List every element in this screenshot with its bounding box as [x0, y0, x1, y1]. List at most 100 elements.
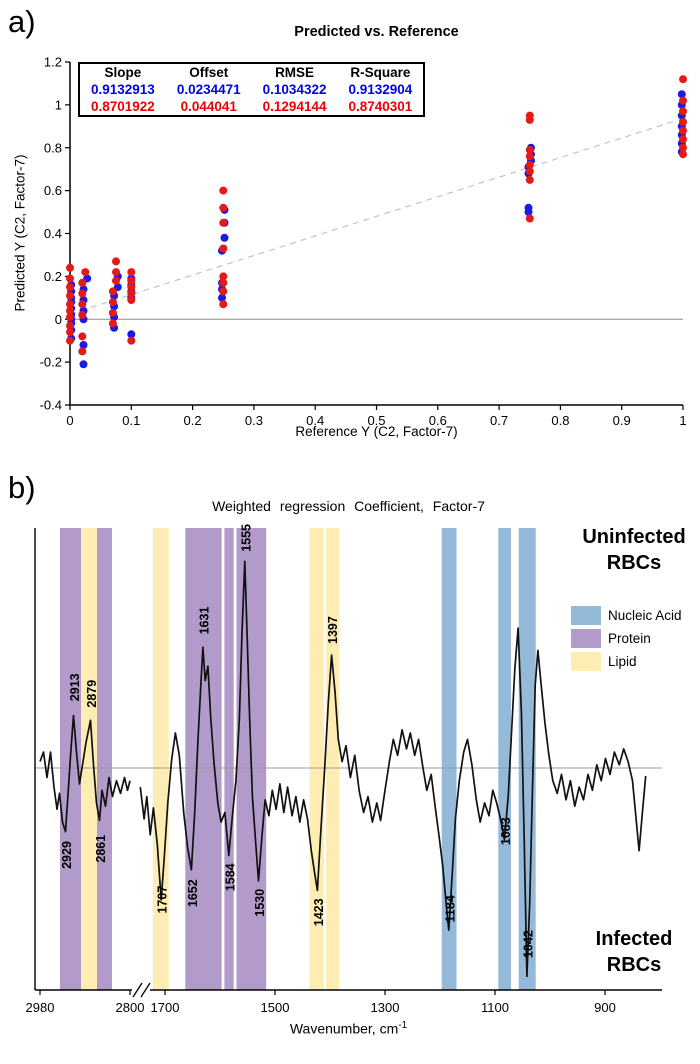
svg-text:1500: 1500: [261, 1000, 290, 1015]
svg-text:0.4: 0.4: [306, 413, 324, 428]
peak-label-1184: 1184: [443, 895, 457, 922]
uninfected-line1: Uninfected: [582, 526, 686, 548]
peak-labels: 2913 2879 2929 2861 1707 1652 1631 1584 1555 1530…: [60, 524, 535, 958]
scatter-axes: 0 0.1 0.2 0.3 0.4 0.5 0.6 0.7 0.8 0.9 1 -0.4 -0.2 0 0.…: [40, 55, 687, 429]
band-nucleic: [498, 528, 511, 990]
svg-text:1700: 1700: [151, 1000, 180, 1015]
svg-text:1: 1: [55, 97, 62, 112]
svg-text:1100: 1100: [481, 1000, 509, 1015]
peak-label-2929: 2929: [60, 841, 74, 869]
spectrum-x-axis-label: Wavenumber, cm-1: [289, 1020, 408, 1037]
band-protein: [97, 528, 112, 990]
svg-text:1: 1: [679, 413, 686, 428]
svg-text:0.6: 0.6: [44, 183, 62, 198]
svg-text:0.3: 0.3: [245, 413, 263, 428]
peak-label-2913: 2913: [68, 673, 82, 701]
legend-swatch: [571, 606, 601, 625]
panel-b-spectrum: 2980 2800 1700 1500 1300 1100 900 2913 2879 2929 2…: [0, 460, 700, 1064]
xlabel-superscript: -1: [398, 1020, 408, 1031]
stats-header: Offset: [189, 65, 229, 80]
peak-label-2879: 2879: [85, 680, 99, 708]
stats-value: 0.9132913: [91, 82, 155, 97]
peak-label-1083: 1083: [499, 817, 513, 845]
band-protein: [185, 528, 222, 990]
fit-line: [69, 117, 684, 315]
svg-text:2800: 2800: [116, 1000, 145, 1015]
svg-text:0.2: 0.2: [44, 269, 62, 284]
svg-text:0.2: 0.2: [184, 413, 202, 428]
axis-break-mark: [140, 982, 151, 998]
stats-header: Slope: [104, 65, 142, 80]
svg-text:900: 900: [594, 1000, 616, 1015]
svg-text:0.9: 0.9: [613, 413, 631, 428]
legend-item-protein: Protein: [571, 629, 682, 648]
stats-value: 0.8740301: [348, 99, 413, 114]
band-nucleic: [518, 528, 536, 990]
svg-text:0.8: 0.8: [44, 140, 62, 155]
svg-text:0.8: 0.8: [551, 413, 569, 428]
legend-item-lipid: Lipid: [571, 652, 682, 671]
svg-text:1300: 1300: [371, 1000, 400, 1015]
svg-text:0.4: 0.4: [44, 226, 62, 241]
peak-label-1652: 1652: [186, 879, 200, 907]
svg-text:0.6: 0.6: [429, 413, 447, 428]
spectrum-axes: 2980 2800 1700 1500 1300 1100 900: [26, 528, 662, 1015]
scatter-series-blue: [67, 90, 686, 369]
band-lipid: [81, 528, 97, 990]
stats-row-blue: 0.9132913 0.0234471 0.1034322 0.9132904: [79, 81, 424, 98]
spectrum-curve: [39, 560, 647, 978]
stats-header: RMSE: [275, 65, 315, 80]
legend-swatch: [571, 629, 601, 648]
legend-label: Protein: [608, 631, 651, 646]
peak-label-1631: 1631: [197, 607, 211, 635]
stats-value: 0.0234471: [176, 82, 241, 97]
scatter-series-red: [66, 75, 687, 356]
infected-rbcs-label: Infected RBCs: [572, 926, 696, 978]
stats-value: 0.9132904: [348, 82, 413, 97]
infected-line1: Infected: [595, 928, 673, 950]
peak-label-1584: 1584: [223, 863, 237, 891]
panel-b-label: b): [8, 470, 36, 505]
svg-text:0.1: 0.1: [122, 413, 140, 428]
stats-value: 0.1034322: [262, 82, 327, 97]
stats-row-red: 0.8701922 0.044041 0.1294144 0.8740301: [79, 98, 424, 116]
uninfected-line2: RBCs: [606, 552, 662, 574]
band-lipid: [326, 528, 340, 990]
svg-text:-0.2: -0.2: [40, 355, 62, 370]
band-lipid: [152, 528, 169, 990]
peak-label-2861: 2861: [94, 835, 108, 863]
svg-text:0.5: 0.5: [367, 413, 385, 428]
peak-label-1555: 1555: [239, 524, 253, 552]
svg-text:-0.4: -0.4: [40, 398, 62, 413]
band-lipid: [309, 528, 324, 990]
svg-text:1.2: 1.2: [44, 55, 62, 70]
peak-label-1423: 1423: [312, 898, 326, 926]
peak-label-1042: 1042: [521, 930, 535, 958]
infected-line2: RBCs: [606, 954, 662, 976]
peak-label-1397: 1397: [326, 616, 340, 644]
stats-value: 0.044041: [180, 99, 237, 114]
band-protein: [224, 528, 234, 990]
stats-value: 0.1294144: [262, 99, 327, 114]
svg-text:0: 0: [55, 312, 62, 327]
legend-item-nucleic-acid: Nucleic Acid: [571, 606, 682, 625]
stats-value: 0.8701922: [91, 99, 155, 114]
svg-text:2980: 2980: [26, 1000, 55, 1015]
svg-text:0.7: 0.7: [490, 413, 508, 428]
panel-a-label: a): [8, 4, 36, 39]
legend-label: Lipid: [608, 654, 637, 669]
peak-label-1530: 1530: [253, 889, 267, 917]
svg-text:0: 0: [66, 413, 73, 428]
spectrum-title: Weighted regression Coefficient, Factor-…: [212, 498, 485, 514]
scatter-y-axis-label: Predicted Y (C2, Factor-7): [12, 154, 28, 312]
scatter-title: Predicted vs. Reference: [294, 24, 459, 40]
stats-table: Slope Offset RMSE R-Square 0.9132913 0.023447…: [78, 62, 426, 117]
stats-header: R-Square: [350, 65, 411, 80]
legend-swatch: [571, 652, 601, 671]
legend-label: Nucleic Acid: [608, 608, 682, 623]
scatter-plot: 0 0.1 0.2 0.3 0.4 0.5 0.6 0.7 0.8 0.9 1 -0.4 -0.2 0 0.…: [40, 55, 687, 429]
panel-a-scatter: 0 0.1 0.2 0.3 0.4 0.5 0.6 0.7 0.8 0.9 1 -0.4 -0.2 0 0.…: [0, 0, 700, 460]
band-legend: Nucleic Acid Protein Lipid: [571, 606, 682, 675]
